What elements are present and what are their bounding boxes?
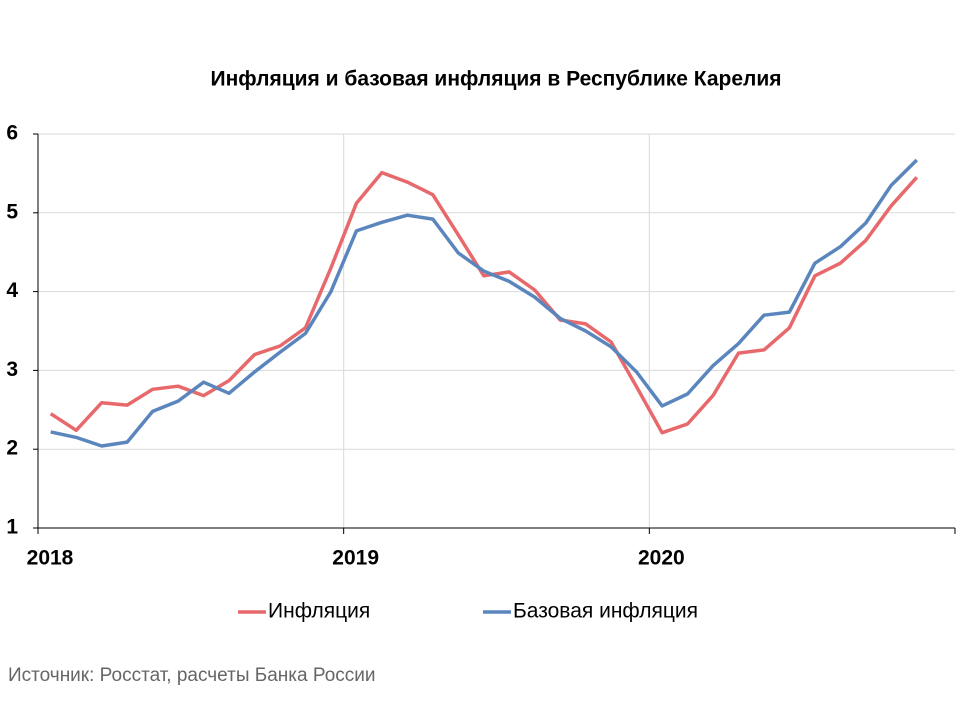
y-tick-label: 5	[6, 200, 18, 223]
y-tick-label: 2	[6, 437, 18, 460]
series-line	[49, 170, 919, 435]
chart-title: Инфляция и базовая инфляция в Республике…	[210, 68, 781, 91]
y-tick-label: 4	[6, 279, 18, 302]
y-tick-label: 6	[6, 122, 18, 145]
legend-label: Инфляция	[268, 600, 370, 623]
y-tick-label: 1	[6, 516, 18, 539]
x-tick-label: 2019	[332, 547, 379, 570]
x-tick-label: 2020	[638, 547, 685, 570]
source: Источник: Росстат, расчеты Банка России	[8, 665, 376, 686]
y-tick-label: 3	[6, 358, 18, 381]
x-tick-label: 2018	[27, 547, 74, 570]
legend-label: Базовая инфляция	[513, 600, 698, 623]
series-line	[50, 158, 919, 448]
